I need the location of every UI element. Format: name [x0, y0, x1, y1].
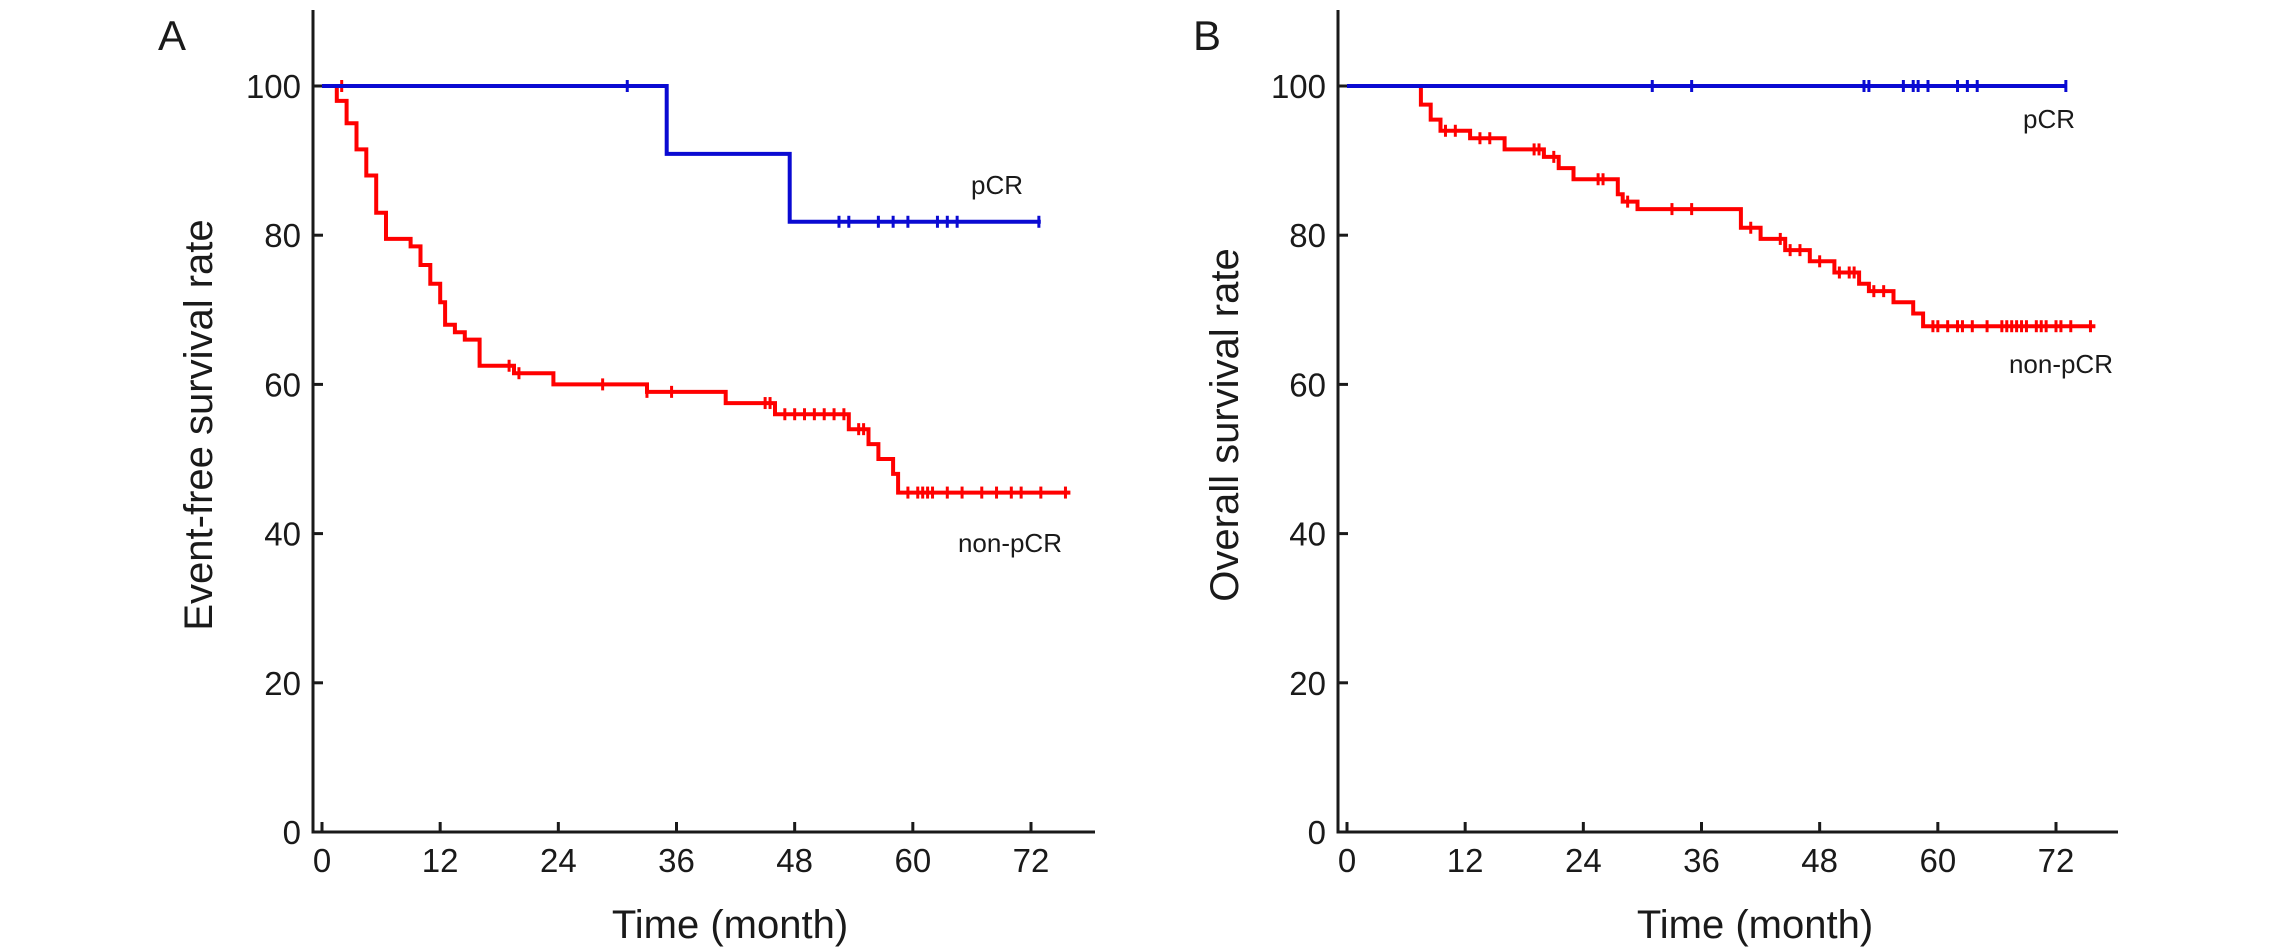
pcr-curve-a [322, 84, 1041, 224]
x-tick-label-b: 60 [1919, 842, 1956, 879]
x-tick-label-a: 36 [658, 842, 695, 879]
x-tick-label-a: 0 [313, 842, 331, 879]
x-tick-label-b: 48 [1801, 842, 1838, 879]
x-tick-label-a: 60 [894, 842, 931, 879]
panel-b: B Overall survival rate Time (month) pCR… [1193, 10, 2118, 947]
x-tick-label-a: 12 [422, 842, 459, 879]
y-tick-label-a: 60 [264, 366, 301, 403]
x-tick-label-a: 72 [1013, 842, 1050, 879]
y-axis-label-b: Overall survival rate [1203, 248, 1247, 601]
panel-a: A Event-free survival rate Time (month) … [158, 10, 1095, 947]
y-tick-label-b: 80 [1289, 217, 1326, 254]
y-tick-label-a: 40 [264, 516, 301, 553]
x-tick-label-a: 24 [540, 842, 577, 879]
x-tick-label-b: 24 [1565, 842, 1602, 879]
panel-letter-b: B [1193, 12, 1221, 59]
x-tick-label-b: 12 [1447, 842, 1484, 879]
y-tick-label-a: 100 [246, 68, 301, 105]
y-tick-label-b: 0 [1308, 814, 1326, 851]
x-tick-label-b: 72 [2038, 842, 2075, 879]
series-label-non-pcr-b: non-pCR [2009, 349, 2113, 379]
y-tick-label-a: 80 [264, 217, 301, 254]
y-tick-label-a: 20 [264, 665, 301, 702]
x-axis-label-b: Time (month) [1637, 903, 1873, 947]
x-axis-label-a: Time (month) [612, 903, 848, 947]
x-tick-label-a: 48 [776, 842, 813, 879]
y-tick-label-b: 100 [1271, 68, 1326, 105]
axes-frame-a [311, 10, 1095, 834]
panel-letter-a: A [158, 12, 186, 59]
non-pcr-curve-b [1347, 84, 2096, 329]
series-label-pcr-a: pCR [971, 170, 1023, 200]
y-tick-label-a: 0 [283, 814, 301, 851]
y-tick-label-b: 40 [1289, 516, 1326, 553]
series-label-pcr-b: pCR [2023, 104, 2075, 134]
y-axis-label-a: Event-free survival rate [177, 219, 221, 630]
series-label-non-pcr-a: non-pCR [958, 528, 1062, 558]
y-tick-label-b: 60 [1289, 366, 1326, 403]
x-tick-label-b: 36 [1683, 842, 1720, 879]
x-tick-label-b: 0 [1338, 842, 1356, 879]
y-tick-label-b: 20 [1289, 665, 1326, 702]
non-pcr-curve-a [322, 84, 1071, 495]
